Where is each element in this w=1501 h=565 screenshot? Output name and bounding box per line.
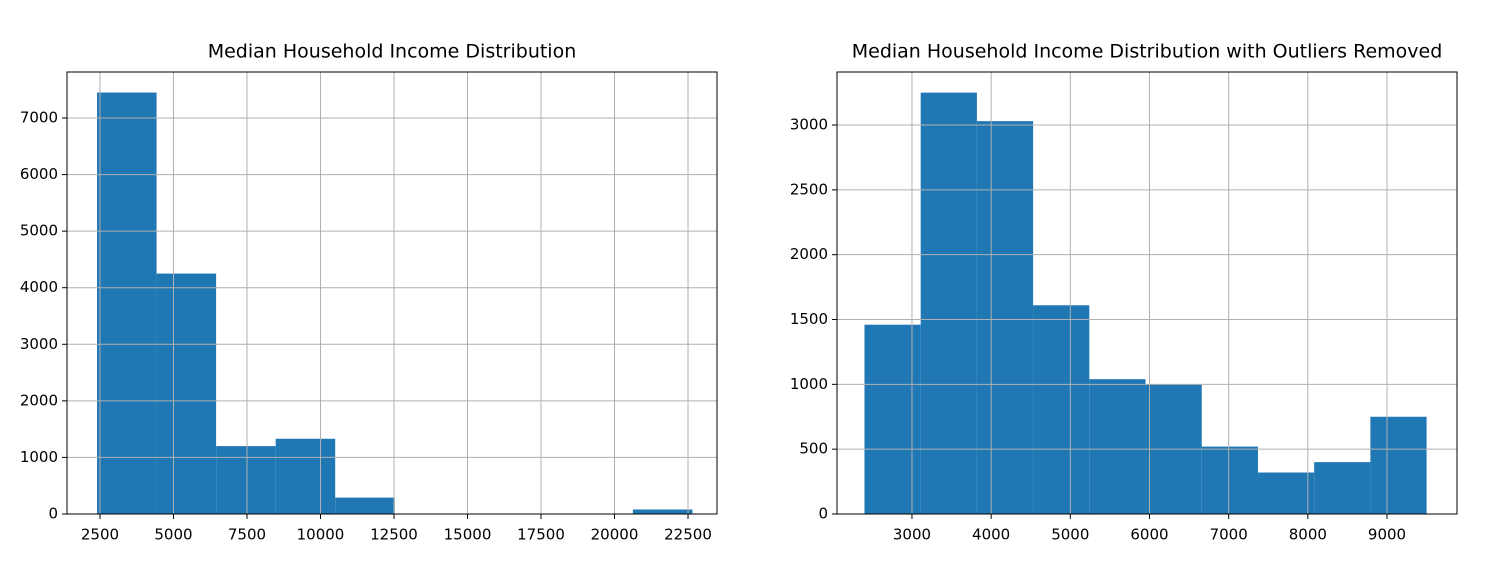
x-tick-label: 22500 bbox=[664, 526, 712, 544]
y-tick-label: 1500 bbox=[790, 310, 828, 328]
bar bbox=[156, 273, 217, 514]
y-tick-label: 2500 bbox=[790, 180, 828, 198]
y-tick-label: 1000 bbox=[790, 375, 828, 393]
bar bbox=[1370, 416, 1427, 514]
bar bbox=[216, 446, 276, 514]
bar bbox=[976, 121, 1034, 514]
bar bbox=[97, 92, 157, 515]
y-tick-label: 5000 bbox=[20, 222, 58, 240]
bar bbox=[1201, 446, 1258, 514]
y-tick-label: 3000 bbox=[20, 335, 58, 353]
x-tick-label: 8000 bbox=[1289, 526, 1327, 544]
x-tick-label: 7500 bbox=[228, 526, 266, 544]
x-tick-label: 9000 bbox=[1368, 526, 1406, 544]
x-tick-label: 5000 bbox=[154, 526, 192, 544]
y-tick-label: 3000 bbox=[790, 116, 828, 134]
x-tick-label: 7000 bbox=[1210, 526, 1248, 544]
x-tick-label: 20000 bbox=[591, 526, 639, 544]
chart-title: Median Household Income Distribution wit… bbox=[852, 41, 1443, 63]
y-tick-label: 500 bbox=[799, 440, 828, 458]
x-tick-label: 17500 bbox=[517, 526, 565, 544]
x-tick-label: 3000 bbox=[893, 526, 931, 544]
bar bbox=[1314, 462, 1371, 514]
x-tick-label: 15000 bbox=[444, 526, 492, 544]
bar bbox=[275, 438, 336, 514]
y-tick-label: 0 bbox=[818, 505, 828, 523]
y-tick-label: 4000 bbox=[20, 278, 58, 296]
y-tick-label: 2000 bbox=[790, 245, 828, 263]
y-tick-label: 2000 bbox=[20, 391, 58, 409]
bar bbox=[920, 92, 977, 515]
bar bbox=[864, 324, 921, 514]
x-tick-label: 2500 bbox=[81, 526, 119, 544]
bar bbox=[632, 509, 693, 514]
bar bbox=[1033, 305, 1090, 514]
y-tick-label: 6000 bbox=[20, 165, 58, 183]
bar bbox=[1257, 472, 1315, 514]
chart-title: Median Household Income Distribution bbox=[208, 41, 577, 63]
bar bbox=[335, 497, 395, 514]
axes-frame bbox=[836, 71, 1458, 515]
y-tick-label: 0 bbox=[48, 505, 58, 523]
x-tick-label: 4000 bbox=[972, 526, 1010, 544]
x-tick-label: 6000 bbox=[1130, 526, 1168, 544]
y-tick-label: 7000 bbox=[20, 108, 58, 126]
bar bbox=[1089, 379, 1146, 514]
y-tick-label: 1000 bbox=[20, 448, 58, 466]
axes-frame bbox=[66, 71, 718, 515]
x-tick-label: 12500 bbox=[370, 526, 418, 544]
x-tick-label: 5000 bbox=[1051, 526, 1089, 544]
x-tick-label: 10000 bbox=[297, 526, 345, 544]
